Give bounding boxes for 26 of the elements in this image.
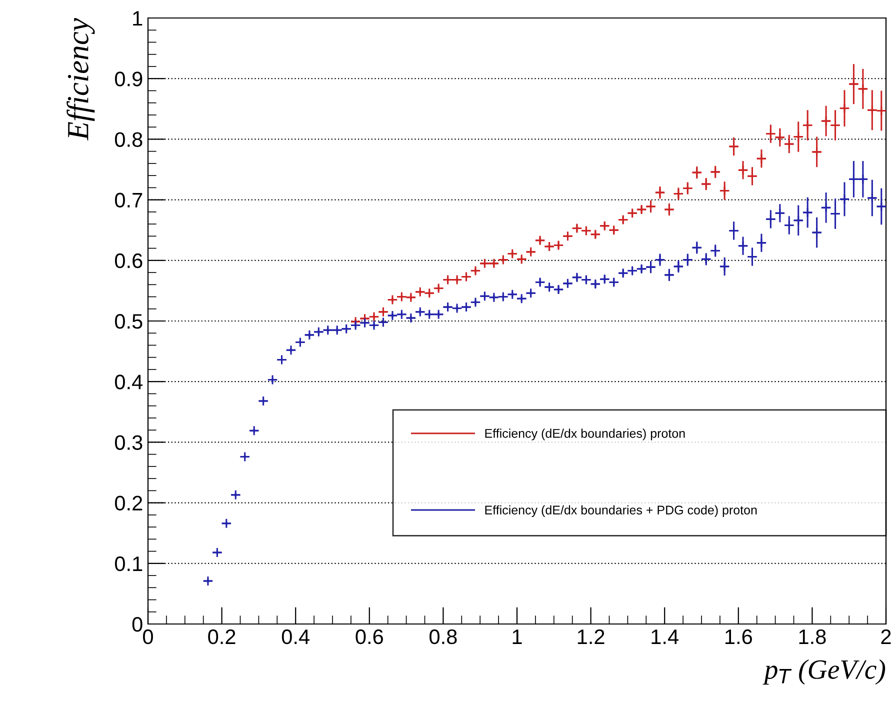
x-tick-label: 2 xyxy=(881,629,891,644)
y-axis-title: Efficiency xyxy=(66,18,95,141)
y-tick-label: 0.3 xyxy=(114,435,142,450)
y-tick-label: 0.9 xyxy=(114,72,142,86)
y-tick-label: 0.2 xyxy=(114,496,142,511)
x-tick-label: 1.8 xyxy=(799,629,826,644)
y-tick-label: 0.5 xyxy=(114,314,142,329)
y-tick-label: 0.6 xyxy=(114,253,142,268)
x-tick-label: 0.8 xyxy=(430,629,457,644)
y-tick-label: 0.7 xyxy=(114,192,142,208)
x-tick-label: 1.6 xyxy=(726,629,752,644)
y-tick-label: 1 xyxy=(133,11,142,26)
legend-label: Efficiency (dE/dx boundaries + PDG code) proton xyxy=(485,505,757,517)
y-tick-label: 0 xyxy=(132,617,142,632)
x-tick-label: 0.6 xyxy=(356,629,383,644)
y-tick-label: 0.8 xyxy=(114,132,142,147)
y-tick-label: 0.4 xyxy=(114,374,143,390)
x-tick-label: 0.2 xyxy=(208,629,236,644)
x-tick-label: 0.4 xyxy=(282,629,310,644)
legend-label: Efficiency (dE/dx boundaries) proton xyxy=(485,428,685,440)
x-tick-label: 0 xyxy=(143,629,153,644)
x-axis-title: p$_{T}$ (GeV/c) xyxy=(762,659,886,685)
x-tick-label: 1 xyxy=(512,630,522,644)
x-tick-label: 1.4 xyxy=(652,630,678,644)
y-tick-label: 0.1 xyxy=(114,556,142,572)
x-tick-label: 1.2 xyxy=(578,629,604,644)
